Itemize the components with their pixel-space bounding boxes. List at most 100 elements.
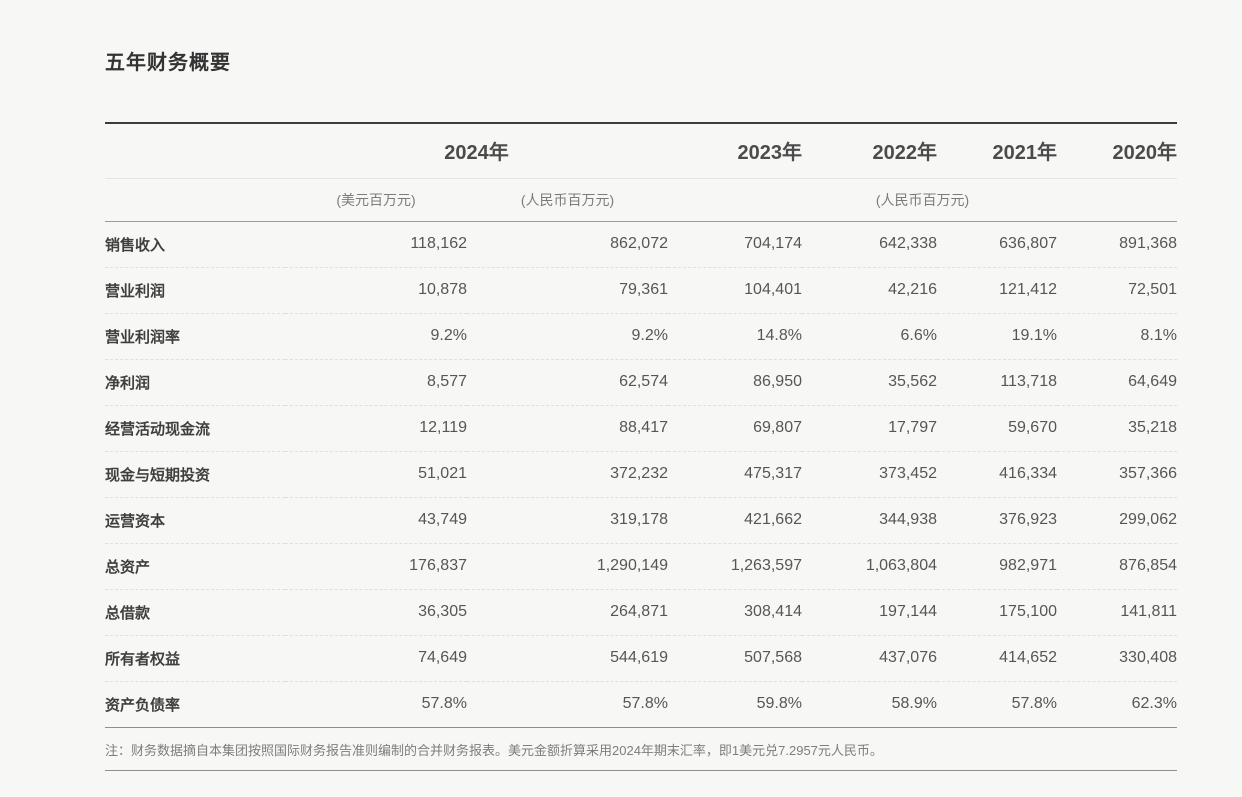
row-value: 414,652 [999,649,1057,666]
row-value: 72,501 [1128,281,1177,298]
table-row: 资产负债率 57.8% 57.8% 59.8% 58.9% 57.8% 62.3… [105,681,1177,727]
row-value: 862,072 [610,235,668,252]
year-header-2022: 2022年 [872,142,938,165]
row-value: 74,649 [418,649,467,666]
row-value: 704,174 [744,235,802,252]
row-value: 416,334 [999,465,1057,482]
row-value: 64,649 [1128,373,1177,390]
row-value: 6.6% [900,327,937,344]
table-row: 所有者权益 74,649 544,619 507,568 437,076 414… [105,635,1177,681]
row-value: 982,971 [999,557,1057,574]
table-row: 总资产 176,837 1,290,149 1,263,597 1,063,80… [105,543,1177,589]
row-label: 现金与短期投资 [105,466,211,484]
row-value: 9.2% [631,327,668,344]
row-value: 118,162 [410,235,467,252]
row-value: 19.1% [1011,327,1057,344]
row-value: 57.8% [1011,695,1057,713]
row-label: 营业利润率 [105,328,181,346]
row-value: 319,178 [610,511,668,528]
row-value: 264,871 [610,603,668,620]
row-value: 421,662 [744,511,802,528]
row-label: 资产负债率 [105,696,181,714]
row-value: 86,950 [753,373,802,390]
table-row: 经营活动现金流 12,119 88,417 69,807 17,797 59,6… [105,405,1177,451]
row-value: 876,854 [1119,557,1177,574]
row-value: 344,938 [879,511,937,528]
row-value: 1,290,149 [596,557,668,574]
row-value: 10,878 [418,281,467,298]
row-value: 59.8% [756,695,802,713]
row-value: 175,100 [999,603,1057,620]
row-value: 51,021 [418,465,467,482]
row-value: 88,417 [619,419,668,436]
row-value: 308,414 [744,603,802,620]
row-value: 42,216 [888,281,937,298]
table-row: 净利润 8,577 62,574 86,950 35,562 113,718 6… [105,359,1177,405]
row-label: 总资产 [105,558,151,576]
year-header-2023: 2023年 [737,142,803,165]
row-value: 17,797 [888,419,937,436]
row-value: 79,361 [619,281,668,298]
row-value: 299,062 [1119,511,1177,528]
row-value: 35,562 [888,373,937,390]
row-label: 净利润 [105,374,151,392]
year-header-row: 2024年 2023年 2022年 2021年 2020年 [105,123,1177,178]
row-value: 1,263,597 [730,557,802,574]
row-value: 642,338 [879,235,937,252]
row-value: 9.2% [430,327,467,344]
row-value: 176,837 [409,557,467,574]
page-title: 五年财务概要 [105,52,231,74]
row-value: 197,144 [879,603,937,620]
row-value: 43,749 [418,511,467,528]
row-label: 所有者权益 [105,650,181,668]
row-value: 8.1% [1140,327,1177,344]
row-value: 121,412 [999,281,1057,298]
row-value: 376,923 [999,511,1057,528]
row-value: 475,317 [744,465,802,482]
row-value: 330,408 [1119,649,1177,666]
row-label: 运营资本 [105,512,166,530]
row-value: 59,670 [1008,419,1057,436]
table-row: 总借款 36,305 264,871 308,414 197,144 175,1… [105,589,1177,635]
row-value: 373,452 [879,465,937,482]
row-value: 62.3% [1131,695,1177,713]
row-value: 14.8% [756,327,802,344]
row-value: 12,119 [419,419,467,436]
row-value: 544,619 [610,649,668,666]
row-value: 891,368 [1119,235,1177,252]
row-label: 营业利润 [105,282,166,300]
table-row: 销售收入 118,162 862,072 704,174 642,338 636… [105,221,1177,267]
unit-header-rmb-prior-years: (人民币百万元) [875,191,970,208]
row-value: 357,366 [1119,465,1177,482]
table-row: 营业利润 10,878 79,361 104,401 42,216 121,41… [105,267,1177,313]
year-header-2020: 2020年 [1112,142,1178,165]
row-value: 636,807 [999,235,1057,252]
table-row: 现金与短期投资 51,021 372,232 475,317 373,452 4… [105,451,1177,497]
row-value: 8,577 [426,373,467,390]
row-value: 437,076 [879,649,937,666]
row-value: 141,811 [1120,603,1177,620]
year-header-2024: 2024年 [444,142,509,165]
table-body: 销售收入 118,162 862,072 704,174 642,338 636… [105,221,1177,727]
row-label-column-header [105,123,285,178]
row-label: 经营活动现金流 [105,420,211,438]
row-value: 1,063,804 [865,557,937,574]
financial-summary-section: 五年财务概要 2024年 2023年 2022年 2021年 2020年 (美元… [105,0,1177,771]
row-value: 58.9% [891,695,937,713]
unit-header-row: (美元百万元) (人民币百万元) (人民币百万元) [105,178,1177,221]
row-value: 104,401 [744,281,802,298]
row-label: 销售收入 [105,236,166,254]
row-value: 69,807 [753,419,802,436]
row-value: 62,574 [619,373,668,390]
row-value: 113,718 [1000,373,1057,390]
unit-header-usd-2024: (美元百万元) [336,191,416,208]
row-value: 507,568 [744,649,802,666]
row-value: 57.8% [421,695,467,713]
year-header-2021: 2021年 [992,142,1058,165]
row-value: 57.8% [622,695,668,713]
unit-header-rmb-2024: (人民币百万元) [520,191,615,208]
row-label: 总借款 [105,604,151,622]
row-value: 372,232 [610,465,668,482]
row-value: 36,305 [418,603,467,620]
row-value: 35,218 [1128,419,1177,436]
